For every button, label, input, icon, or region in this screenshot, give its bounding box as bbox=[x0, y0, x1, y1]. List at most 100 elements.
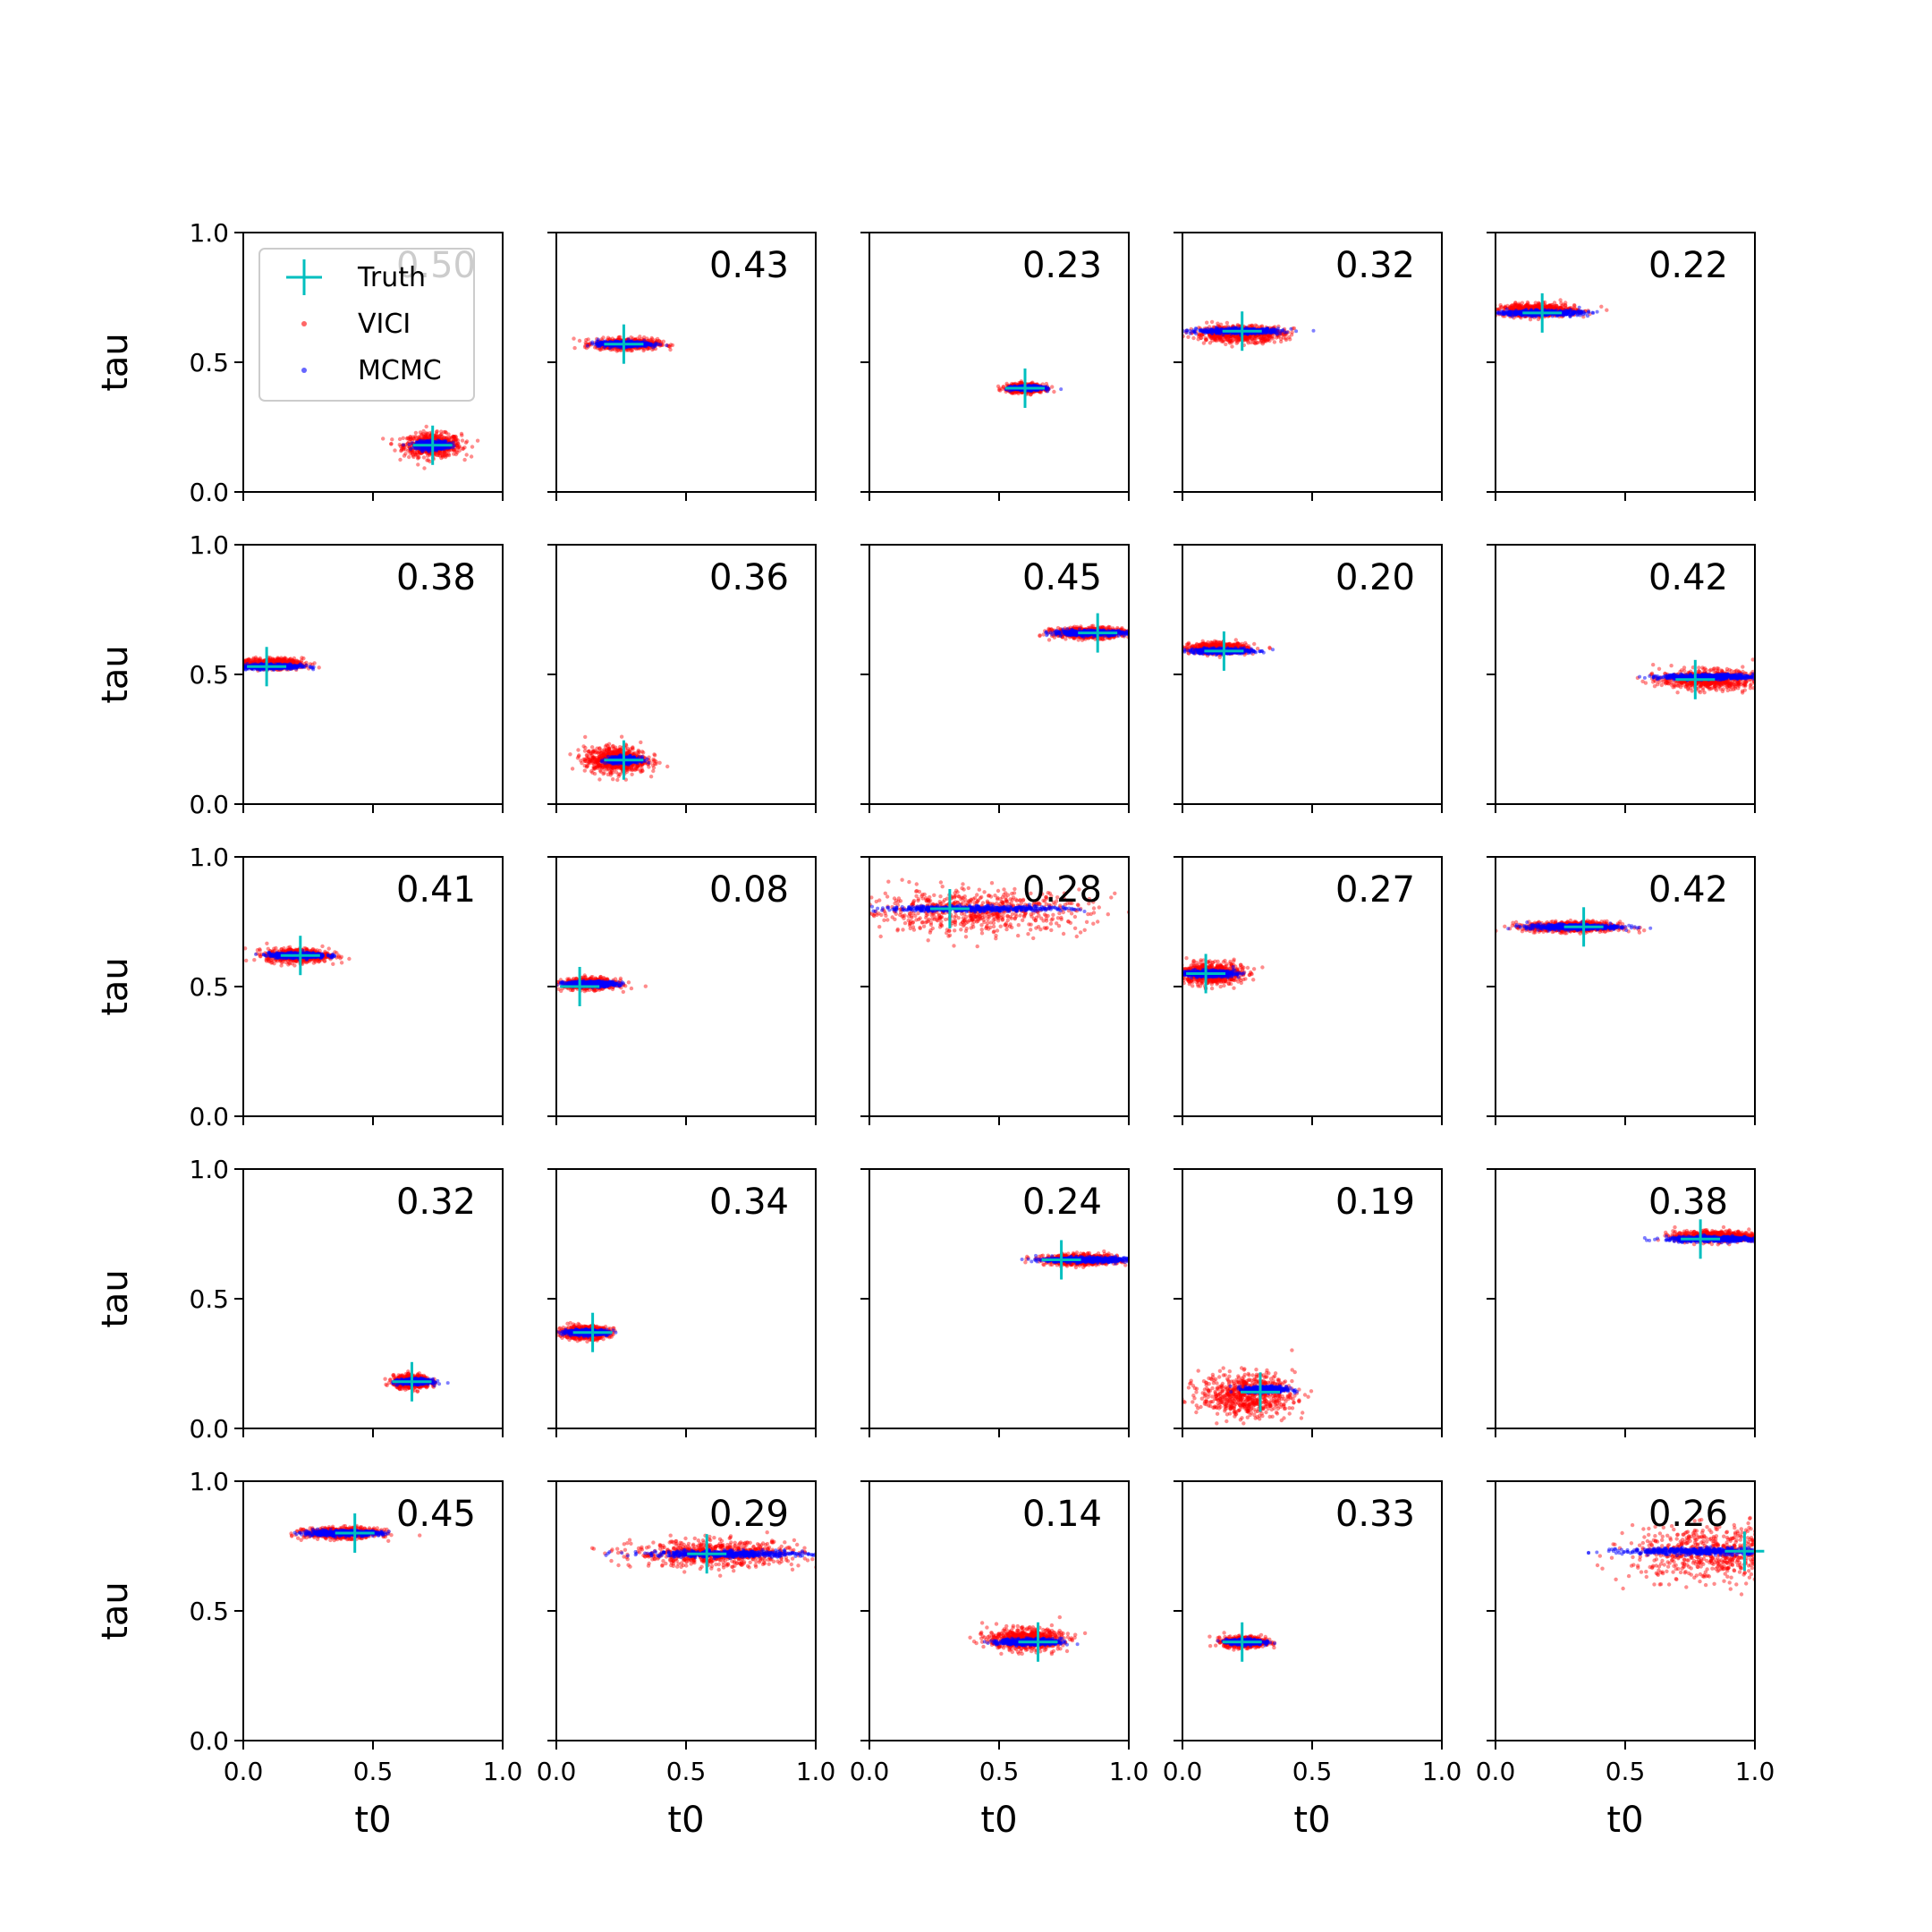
vici-point bbox=[618, 335, 623, 339]
vici-point bbox=[462, 445, 467, 450]
vici-point bbox=[1217, 335, 1222, 339]
vici-point bbox=[1279, 339, 1284, 344]
vici-point bbox=[1514, 302, 1519, 308]
vici-point bbox=[451, 437, 456, 442]
vici-point bbox=[577, 338, 582, 343]
vici-point bbox=[1245, 339, 1250, 343]
vici-point bbox=[433, 434, 437, 438]
vici-point bbox=[443, 454, 448, 460]
vici-point bbox=[1213, 336, 1217, 342]
vici-point bbox=[1186, 335, 1191, 339]
vici-point bbox=[416, 456, 420, 461]
vici-point bbox=[439, 429, 444, 434]
vici-point bbox=[440, 454, 445, 459]
vici-point bbox=[647, 346, 651, 351]
vici-point bbox=[1004, 381, 1009, 386]
vici-point bbox=[572, 345, 577, 351]
mcmc-point bbox=[1194, 326, 1199, 331]
vici-point bbox=[1227, 335, 1232, 340]
vici-point bbox=[435, 434, 439, 438]
vici-point bbox=[1265, 335, 1269, 339]
vici-point bbox=[1266, 333, 1271, 338]
vici-point bbox=[455, 441, 461, 445]
vici-point bbox=[1204, 338, 1208, 343]
vici-point bbox=[1231, 338, 1235, 343]
mcmc-point bbox=[1199, 328, 1204, 333]
vici-point bbox=[427, 431, 432, 436]
vici-point bbox=[417, 450, 421, 454]
vici-point bbox=[1216, 335, 1221, 339]
vici-point bbox=[417, 435, 421, 439]
vici-point bbox=[1537, 305, 1541, 309]
vici-point bbox=[1258, 338, 1264, 343]
vici-point bbox=[1209, 335, 1215, 340]
vici-point bbox=[419, 433, 424, 437]
vici-point bbox=[638, 335, 642, 339]
vici-point bbox=[1260, 336, 1266, 341]
vici-point bbox=[402, 447, 406, 452]
vici-point bbox=[998, 388, 1003, 393]
vici-point bbox=[615, 347, 620, 352]
vici-point bbox=[1270, 336, 1275, 341]
vici-point bbox=[440, 452, 445, 456]
vici-point bbox=[451, 435, 456, 439]
vici-point bbox=[399, 448, 404, 453]
vici-point bbox=[616, 335, 622, 340]
vici-point bbox=[1219, 335, 1224, 340]
vici-point bbox=[454, 441, 459, 445]
vici-point bbox=[1290, 330, 1294, 335]
vici-point bbox=[425, 435, 429, 440]
vici-point bbox=[1258, 340, 1263, 344]
vici-point bbox=[1226, 335, 1232, 339]
vici-point bbox=[457, 448, 462, 453]
vici-point bbox=[421, 455, 427, 460]
vici-point bbox=[439, 455, 444, 461]
vici-point bbox=[1605, 308, 1609, 312]
vici-point bbox=[1255, 340, 1260, 345]
vici-point bbox=[415, 453, 419, 457]
vici-point bbox=[626, 348, 631, 352]
vici-point bbox=[1549, 302, 1554, 308]
vici-point bbox=[425, 434, 429, 439]
vici-point bbox=[421, 428, 426, 434]
vici-point bbox=[1249, 340, 1253, 345]
mcmc-point bbox=[619, 339, 623, 343]
vici-point bbox=[1236, 337, 1241, 343]
y-tick-label: 0.0 bbox=[189, 478, 229, 507]
vici-point bbox=[1284, 337, 1289, 343]
vici-point bbox=[399, 448, 403, 453]
y-tick-label: 1.0 bbox=[189, 218, 229, 248]
mcmc-point bbox=[1244, 326, 1249, 331]
vici-point bbox=[606, 335, 611, 340]
mcmc-point bbox=[1194, 332, 1199, 336]
vici-point bbox=[614, 349, 619, 353]
vici-point bbox=[1228, 339, 1233, 343]
vici-point bbox=[436, 434, 441, 439]
vici-point bbox=[1213, 335, 1217, 341]
vici-point bbox=[1537, 301, 1542, 307]
vici-point bbox=[1289, 333, 1294, 337]
vici-point bbox=[434, 432, 439, 436]
vici-point bbox=[470, 445, 475, 449]
vici-point bbox=[446, 437, 451, 443]
vici-point bbox=[1227, 340, 1232, 344]
vici-point bbox=[436, 436, 441, 440]
vici-point bbox=[406, 436, 411, 441]
mcmc-point bbox=[1242, 331, 1247, 335]
vici-point bbox=[1242, 337, 1248, 342]
vici-point bbox=[1019, 379, 1024, 384]
vici-point bbox=[405, 436, 410, 440]
vici-point bbox=[1204, 337, 1208, 342]
vici-point bbox=[1199, 332, 1204, 337]
vici-point bbox=[1268, 335, 1273, 339]
vici-point bbox=[1247, 324, 1251, 328]
vici-point bbox=[1233, 335, 1237, 339]
vici-point bbox=[428, 453, 432, 457]
vici-point bbox=[1272, 340, 1277, 344]
vici-point bbox=[629, 348, 633, 353]
vici-point bbox=[389, 442, 394, 446]
vici-point bbox=[423, 432, 428, 436]
vici-point bbox=[422, 466, 427, 470]
vici-point bbox=[996, 387, 1002, 393]
